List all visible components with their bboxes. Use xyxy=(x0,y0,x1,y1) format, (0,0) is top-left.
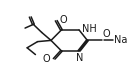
Text: Na: Na xyxy=(114,35,127,45)
Text: O: O xyxy=(103,29,111,39)
Text: N: N xyxy=(76,53,83,63)
Text: O: O xyxy=(43,54,51,64)
Text: O: O xyxy=(60,15,68,25)
Text: NH: NH xyxy=(82,24,96,34)
